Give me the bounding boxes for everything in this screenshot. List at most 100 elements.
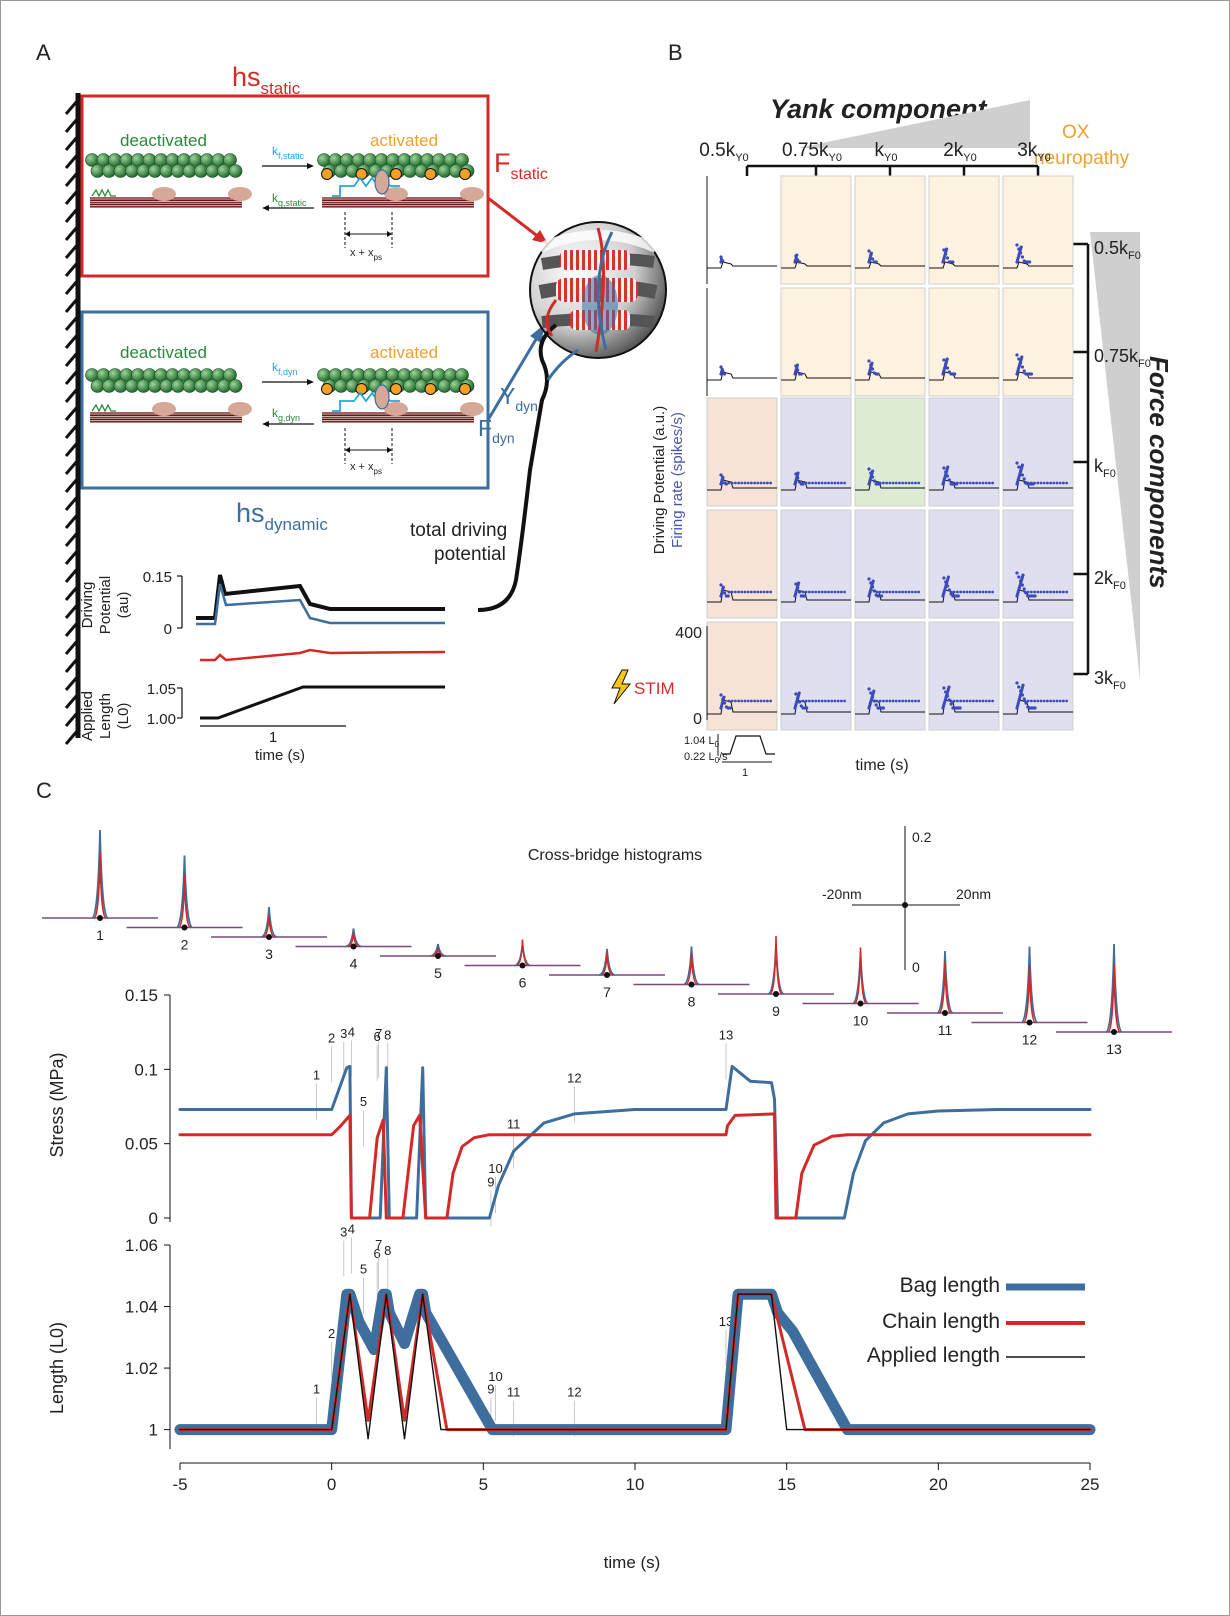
annotation-label: 6 — [374, 1246, 381, 1261]
actin-bead — [159, 164, 174, 178]
spike-dot — [944, 580, 948, 584]
spike-dot-steady — [984, 590, 988, 594]
x-tick-label: 20 — [929, 1475, 948, 1494]
spike-dot-steady — [801, 590, 805, 594]
yank-col-header-1-sub: Y0 — [829, 152, 842, 164]
yank-col-header-3-sub: Y0 — [963, 152, 976, 164]
actin-bead — [223, 153, 237, 167]
spike-dot-steady — [1039, 590, 1043, 594]
spike-dot-steady — [808, 481, 811, 485]
spike-dot — [1015, 571, 1019, 575]
wall-hatch-line — [64, 189, 80, 205]
panel-b-ytick-top: 400 — [675, 625, 702, 642]
spike-dot-steady — [991, 481, 994, 485]
driving-trace — [707, 699, 777, 715]
spike-dot-steady — [762, 699, 766, 703]
spike-dot — [947, 588, 951, 592]
histogram-bag-curve — [175, 855, 194, 929]
spike-dot — [1020, 355, 1024, 359]
histogram-origin-dot — [181, 924, 188, 931]
spike-dot — [869, 691, 873, 695]
myosin-head — [460, 402, 484, 416]
wall-hatch-line — [64, 405, 80, 421]
spike-dot-steady — [830, 590, 834, 594]
spike-dot-steady — [885, 481, 888, 485]
spike-dot-steady — [917, 481, 920, 485]
y-tick-label: 0 — [149, 1209, 158, 1228]
spike-dot-steady — [766, 699, 769, 703]
spike-dot-steady — [759, 481, 763, 485]
static-fiber-line — [545, 299, 558, 337]
spike-dot-steady — [824, 590, 827, 594]
wall-hatch-line — [64, 333, 80, 349]
spike-dot-steady — [898, 481, 901, 485]
raster-cell-r0-c2 — [854, 175, 926, 285]
spike-dot-steady — [882, 590, 885, 594]
raster-cell-r2-c4 — [1002, 397, 1074, 507]
wall-hatch-line — [64, 117, 80, 133]
spike-dot-steady — [904, 699, 908, 703]
y-tick-label: 0.1 — [134, 1060, 158, 1079]
spike-dot — [958, 706, 962, 710]
annotation-label: 3 — [340, 1225, 347, 1240]
activated-label-static: activated — [370, 131, 438, 150]
spike-dot-steady — [804, 699, 808, 703]
spike-dot — [942, 576, 946, 580]
f-static-label: Fstatic — [494, 148, 548, 183]
spike-dot — [942, 466, 946, 470]
spike-dot — [1017, 357, 1021, 361]
spike-dot-steady — [833, 481, 837, 485]
spike-dot-steady — [914, 590, 917, 594]
filament-dynamic-activated — [317, 368, 484, 423]
histogram-label: 6 — [519, 975, 527, 991]
al-tick-bottom: 1.00 — [147, 711, 176, 728]
spike-dot-steady — [952, 590, 956, 594]
spike-dot-steady — [1065, 481, 1068, 485]
spike-dot-steady — [1033, 590, 1036, 594]
annotation-label: 3 — [340, 1026, 347, 1041]
myosin-head — [460, 187, 484, 201]
driving-potential-plot: Driving Potential (au) 0.15 0 — [79, 569, 446, 662]
driving-trace — [1003, 699, 1073, 715]
deactivated-label-dynamic: deactivated — [120, 343, 207, 362]
actin-bead — [194, 379, 208, 393]
legend-bag: Bag length — [900, 1274, 1000, 1297]
spike-dot-steady — [888, 590, 892, 594]
spike-dot — [1022, 587, 1026, 591]
wall-hatch-line — [64, 351, 80, 367]
histogram-7: 7 — [549, 948, 665, 1000]
spike-dot — [799, 372, 803, 376]
spike-dot-steady — [904, 590, 908, 594]
histogram-label: 9 — [772, 1003, 780, 1019]
spike-dot-steady — [972, 699, 975, 703]
histogram-bag-curve — [1020, 946, 1039, 1024]
kg-static-label: kg,static — [272, 191, 307, 208]
histogram-12: 12 — [971, 946, 1088, 1048]
spike-dot-steady — [1042, 590, 1046, 594]
applied-length-trace — [200, 685, 445, 720]
histogram-origin-dot — [1111, 1029, 1117, 1035]
filament-static-deactivated — [85, 153, 252, 208]
histogram-label: 3 — [265, 946, 273, 962]
spike-dot-steady — [901, 590, 904, 594]
spike-dot — [721, 587, 725, 591]
spike-dot-steady — [1026, 590, 1030, 594]
ox-label-2: neuropathy — [1034, 148, 1130, 169]
spike-dot-steady — [962, 590, 966, 594]
spike-dot — [872, 479, 877, 483]
troponin-site — [459, 383, 471, 395]
spike-dot-steady — [1055, 699, 1059, 703]
driving-trace — [707, 261, 777, 269]
spike-dot-steady — [804, 481, 808, 485]
actin-bead — [125, 164, 139, 178]
actin-bead — [182, 164, 197, 178]
spike-dot-steady — [1026, 699, 1030, 703]
spike-dot — [721, 369, 725, 373]
spike-dot-steady — [1033, 699, 1036, 703]
spike-dot — [797, 260, 802, 264]
spike-dot — [1020, 583, 1024, 587]
dp-red-trace — [200, 648, 446, 662]
spike-dot-steady — [750, 481, 753, 485]
spike-dot — [951, 260, 955, 264]
spike-dot — [872, 699, 877, 703]
